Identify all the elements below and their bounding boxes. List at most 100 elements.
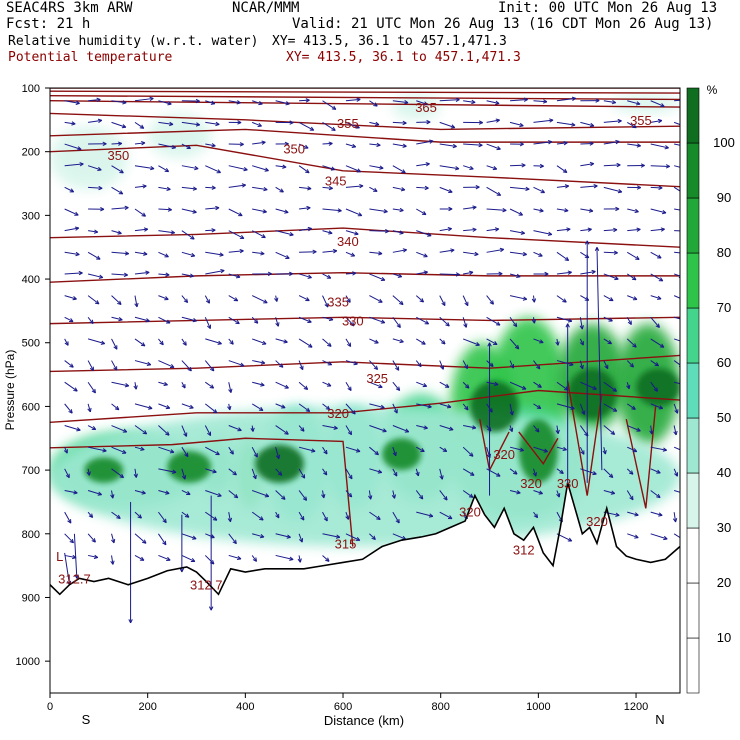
wind-vector [64,489,78,495]
wind-vector [181,208,197,214]
wind-vector [205,228,216,233]
wind-vector [392,316,401,328]
wind-vector [345,425,353,436]
wind-vector [603,139,620,145]
wind-vector [228,100,241,105]
wind-vector [228,338,234,345]
wind-vector [509,295,528,301]
wind-vector [556,360,574,367]
wind-vector [158,468,177,474]
theta-contour [50,227,680,248]
wind-vector [439,381,450,388]
wind-vector [673,403,679,414]
wind-vector [158,360,175,369]
y-tick-label: 900 [22,592,40,604]
wind-vector [369,468,383,474]
wind-vector [416,425,428,430]
theta-contour [50,354,680,373]
wind-vector [252,251,265,256]
wind-vector [87,295,100,305]
colorbar-unit: % [707,83,718,97]
wind-vector [416,162,430,167]
wind-vector [181,121,201,127]
wind-vector [134,360,152,367]
wind-vector [463,270,474,275]
wind-vector [179,514,185,573]
wind-vector [275,230,294,237]
colorbar-swatch [686,252,700,309]
wind-vector [556,270,572,275]
wind-vector [650,164,670,169]
wind-vector [87,425,97,431]
wind-vector [486,247,505,253]
wind-vector [345,97,361,102]
wind-vector [392,295,404,306]
wind-vector [463,227,477,232]
wind-vector [556,141,568,146]
rh-cell [611,94,680,114]
theta-label: 320 [520,476,542,491]
colorbar-swatch [686,417,700,474]
colorbar-label: 10 [717,630,731,645]
wind-vector [322,141,333,146]
wind-vector [345,360,358,366]
wind-vector [345,295,351,303]
wind-vector [463,184,480,190]
wind-vector [439,468,444,480]
wind-vector [415,468,420,477]
wind-vector [486,381,499,387]
wind-vector [533,511,539,519]
wind-vector [158,511,167,524]
theta-contour [566,380,603,496]
wind-vector [674,251,680,254]
wind-vector [439,316,450,327]
wind-vector [252,208,267,214]
wind-vector [181,98,200,104]
wind-vector [111,205,129,211]
wind-vector [322,446,328,455]
wind-vector [228,490,239,499]
wind-vector [87,165,102,172]
wind-vector [205,468,217,474]
wind-vector [416,338,426,345]
theta-contour [50,437,354,547]
wind-vector [322,208,342,213]
wind-vector [111,141,123,146]
wind-vector [251,403,264,412]
wind-vector [252,271,272,277]
wind-vector [391,490,396,499]
x-axis: 0 200 400 600 800 1000 1200 [47,693,648,713]
wind-vector [275,381,289,389]
wind-vector [603,118,622,124]
wind-vector [111,100,127,105]
rh-core [382,438,422,471]
wind-vector [252,338,267,345]
y-axis: 100 200 300 400 500 600 700 800 900 1000 [16,83,50,668]
wind-vector [627,208,639,214]
wind-vector [275,554,294,561]
wind-vector [462,403,469,411]
rh-core [636,368,680,407]
colorbar-swatch [686,637,700,694]
wind-vector [205,268,225,275]
wind-vector [181,381,186,389]
wind-vector [627,295,638,301]
wind-vector [673,446,680,451]
wind-vector [603,227,618,233]
wind-vector [322,121,336,131]
y-tick-label: 300 [22,210,40,222]
wind-vector [439,511,453,520]
theta-contour [50,100,680,108]
wind-vector [579,403,586,415]
wind-vector [181,295,189,304]
wind-vector [134,511,142,519]
wind-vector [369,208,388,214]
wind-vector [134,227,149,232]
wind-vector [252,360,266,365]
wind-vector [486,186,502,196]
wind-vector [134,403,153,410]
wind-vector [298,381,309,390]
wind-vector [439,121,456,129]
wind-vector [345,165,362,173]
wind-vector [87,490,102,496]
